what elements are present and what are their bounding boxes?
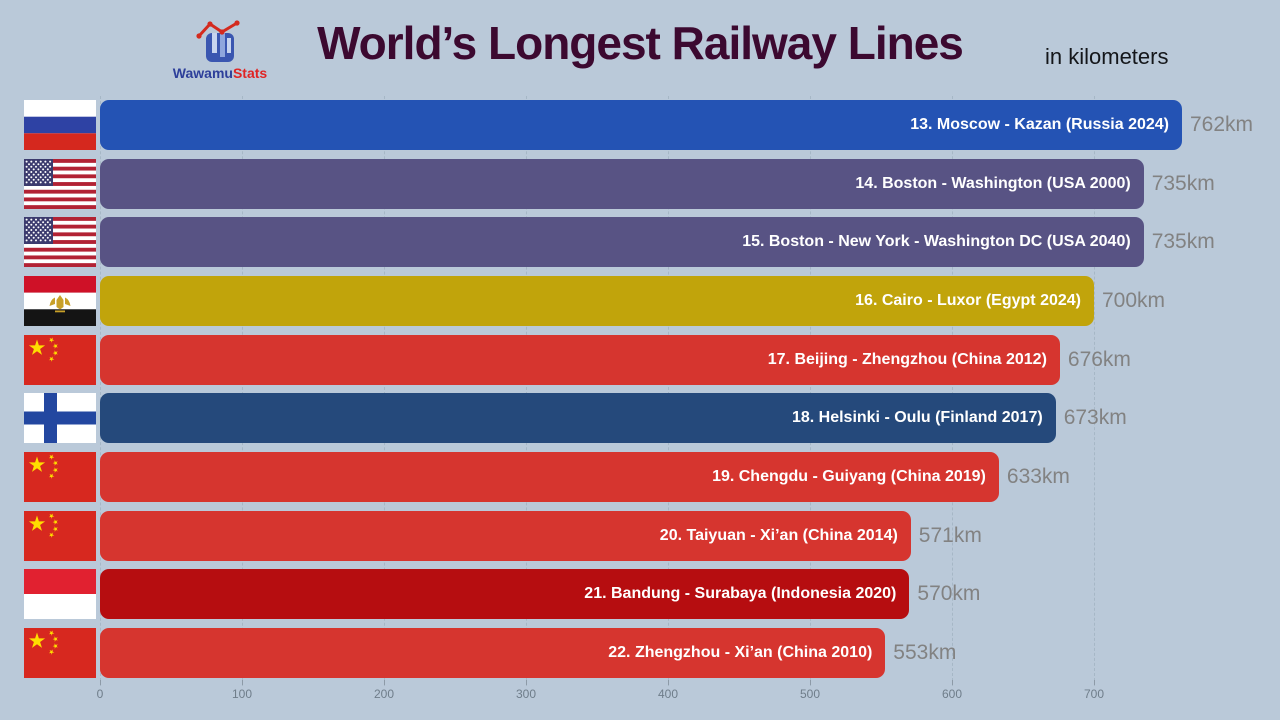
axis-tickmark [952,680,953,685]
bar-value-label: 553km [893,641,957,664]
axis-tickmark [242,680,243,685]
brand-logo-text: WawamuStats [158,65,282,81]
gridline [526,96,527,686]
bar-value-label: 676km [1067,347,1131,371]
axis-tick-label: 500 [799,687,821,701]
bar-value-label: 700km [1102,289,1166,312]
gridline [384,96,385,686]
chart-row: 18. Helsinki - Oulu (Finland 2017) 673km [0,393,1280,444]
bar-value-label: 673km [1063,406,1127,430]
chart-row: 16. Cairo - Luxor (Egypt 2024) 700km [0,276,1280,326]
bar-value-label: 570km [917,582,981,606]
gridline [668,96,669,686]
chart-row: 15. Boston - New York - Washington DC (U… [0,217,1280,268]
chart-row: 21. Bandung - Surabaya (Indonesia 2020) … [0,569,1280,620]
bar-value-label: 735km [1151,171,1215,195]
axis-tickmark [1094,680,1095,685]
bar: 14. Boston - Washington (USA 2000) [100,158,1144,209]
usa-flag-icon [24,217,96,268]
bar-label: 18. Helsinki - Oulu (Finland 2017) [791,409,1043,427]
brand-logo: WawamuStats [158,20,282,81]
unit-subtitle: in kilometers [1045,44,1169,69]
bar-label: 16. Cairo - Luxor (Egypt 2024) [855,292,1081,309]
axis-tickmark [384,680,385,685]
line-chart-logo-icon [196,20,240,62]
bar-value-label: 571km [918,523,982,547]
axis-tickmark [668,680,669,685]
china-flag-icon [24,334,96,385]
bar-label: 15. Boston - New York - Washington DC (U… [742,233,1131,251]
gridline [100,96,101,686]
gridline [952,96,953,686]
egypt-flag-icon [24,276,96,326]
indonesia-flag-icon [24,569,96,620]
bar-label: 22. Zhengzhou - Xi’an (China 2010) [608,644,873,661]
chart-row: 20. Taiyuan - Xi’an (China 2014) 571km [0,510,1280,561]
bar: 20. Taiyuan - Xi’an (China 2014) [100,510,911,561]
bar-value-label: 762km [1190,113,1254,136]
axis-tick-label: 400 [657,687,679,701]
bar-label: 21. Bandung - Surabaya (Indonesia 2020) [584,585,897,603]
chart-row: 13. Moscow - Kazan (Russia 2024) 762km [0,100,1280,150]
bar: 17. Beijing - Zhengzhou (China 2012) [100,334,1060,385]
bar-label: 20. Taiyuan - Xi’an (China 2014) [659,526,898,544]
chart-row: 17. Beijing - Zhengzhou (China 2012) 676… [0,334,1280,385]
bar: 22. Zhengzhou - Xi’an (China 2010) [100,628,886,678]
axis-tickmark [810,680,811,685]
gridline [1094,96,1095,686]
china-flag-icon [24,510,96,561]
bar-value-label: 735km [1151,230,1215,254]
bar: 16. Cairo - Luxor (Egypt 2024) [100,276,1094,326]
bar: 19. Chengdu - Guiyang (China 2019) [100,452,999,502]
chart-row: 14. Boston - Washington (USA 2000) 735km [0,158,1280,209]
bar: 18. Helsinki - Oulu (Finland 2017) [100,393,1056,444]
bar-label: 13. Moscow - Kazan (Russia 2024) [910,116,1169,133]
chart-row: 19. Chengdu - Guiyang (China 2019) 633km [0,452,1280,502]
bar-label: 19. Chengdu - Guiyang (China 2019) [712,468,986,485]
china-flag-icon [24,452,96,502]
axis-tick-label: 300 [515,687,537,701]
axis-tick-label: 0 [96,687,104,701]
axis-tick-label: 600 [941,687,963,701]
bar: 13. Moscow - Kazan (Russia 2024) [100,100,1182,150]
russia-flag-icon [24,100,96,150]
chart-row: 22. Zhengzhou - Xi’an (China 2010) 553km [0,628,1280,678]
page-title: World’s Longest Railway Lines [317,17,964,69]
gridline [810,96,811,686]
axis-tick-label: 100 [231,687,253,701]
bar-value-label: 633km [1006,465,1070,488]
bar-label: 17. Beijing - Zhengzhou (China 2012) [767,350,1047,368]
brand-name-blue: Wawamu [172,65,233,81]
bar: 21. Bandung - Surabaya (Indonesia 2020) [100,569,910,620]
axis-tickmark [526,680,527,685]
china-flag-icon [24,628,96,678]
finland-flag-icon [24,393,96,444]
axis-tick-label: 700 [1083,687,1105,701]
axis-tickmark [100,680,101,685]
axis-tick-label: 200 [373,687,395,701]
bar-label: 14. Boston - Washington (USA 2000) [855,174,1131,192]
brand-name-red: Stats [232,65,268,81]
gridline [242,96,243,686]
bar: 15. Boston - New York - Washington DC (U… [100,217,1144,268]
usa-flag-icon [24,158,96,209]
